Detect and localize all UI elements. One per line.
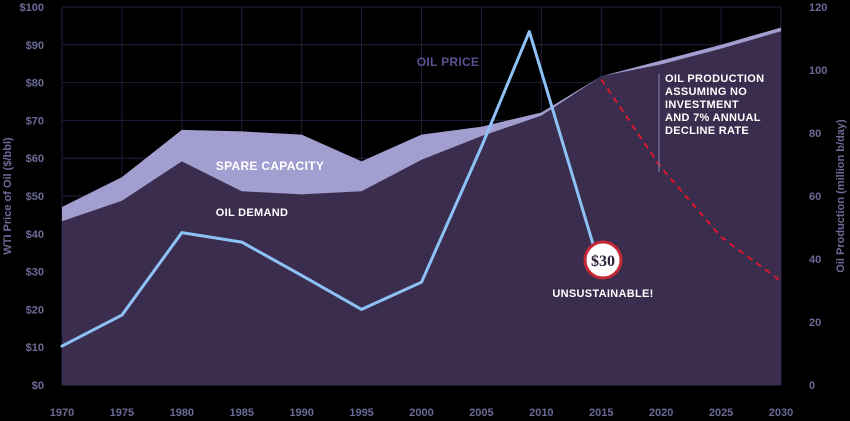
decline-note-line: OIL PRODUCTION	[665, 73, 764, 85]
y-right-tick-label: 80	[809, 128, 821, 140]
decline-note-line: INVESTMENT	[665, 99, 739, 111]
production-areas	[62, 27, 781, 385]
oil-price-label: OIL PRICE	[417, 55, 480, 69]
y-axis-right-title: Oil Production (million b/day)	[835, 119, 847, 273]
y-left-tick-label: $10	[26, 342, 44, 354]
x-tick-label: 2025	[709, 407, 733, 419]
x-tick-label: 1985	[230, 407, 254, 419]
unsustainable-label: UNSUSTAINABLE!	[552, 288, 653, 300]
decline-note-line: ASSUMING NO	[665, 86, 747, 98]
y-left-tick-label: $30	[26, 267, 44, 279]
data-lines	[60, 30, 782, 348]
y-left-tick-label: $80	[26, 78, 44, 90]
x-tick-label: 2010	[529, 407, 553, 419]
price-badge-text: $30	[591, 253, 615, 270]
oil-demand-label: OIL DEMAND	[216, 207, 288, 219]
decline-note: OIL PRODUCTION ASSUMING NO INVESTMENT AND 7…	[665, 73, 764, 137]
y-right-tick-label: 120	[809, 2, 827, 14]
y-left-tick-label: $90	[26, 40, 44, 52]
axis-ticks: $0 $10 $20 $30 $40 $50 $60 $70 $80 $90 $100 0 20 40 60…	[20, 2, 828, 419]
spare-capacity-label: SPARE CAPACITY	[216, 159, 324, 173]
y-axis-left-title: WTI Price of Oil ($/bbl)	[2, 137, 14, 255]
y-right-tick-label: 100	[809, 65, 827, 77]
decline-projection-line	[600, 78, 782, 282]
price-badge: $30	[583, 240, 623, 280]
y-left-tick-label: $60	[26, 153, 44, 165]
y-right-tick-label: 40	[809, 254, 821, 266]
oil-price-line	[60, 30, 603, 348]
x-tick-label: 2005	[469, 407, 493, 419]
decline-note-line: AND 7% ANNUAL	[665, 112, 761, 124]
y-right-tick-label: 20	[809, 317, 821, 329]
x-tick-label: 1980	[170, 407, 194, 419]
y-left-tick-label: $70	[26, 115, 44, 127]
x-tick-label: 1995	[349, 407, 373, 419]
x-tick-label: 2015	[589, 407, 613, 419]
y-left-tick-label: $40	[26, 229, 44, 241]
x-tick-label: 1970	[50, 407, 74, 419]
x-tick-label: 2000	[409, 407, 433, 419]
y-right-tick-label: 0	[809, 380, 815, 392]
x-tick-label: 2030	[769, 407, 793, 419]
decline-note-line: DECLINE RATE	[665, 125, 749, 137]
y-right-tick-label: 60	[809, 191, 821, 203]
oil-demand-area	[62, 31, 781, 385]
x-tick-label: 1990	[289, 407, 313, 419]
y-left-tick-label: $100	[20, 2, 44, 14]
x-tick-label: 2020	[649, 407, 673, 419]
y-left-tick-label: $50	[26, 191, 44, 203]
y-left-tick-label: $20	[26, 304, 44, 316]
x-tick-label: 1975	[110, 407, 134, 419]
y-left-tick-label: $0	[32, 380, 44, 392]
